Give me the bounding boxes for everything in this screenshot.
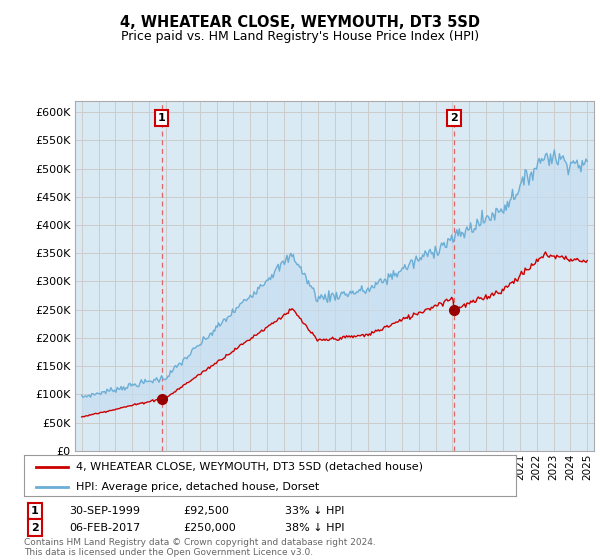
- Text: 4, WHEATEAR CLOSE, WEYMOUTH, DT3 5SD (detached house): 4, WHEATEAR CLOSE, WEYMOUTH, DT3 5SD (de…: [76, 461, 422, 472]
- Text: 1: 1: [158, 113, 166, 123]
- Text: 06-FEB-2017: 06-FEB-2017: [69, 522, 140, 533]
- Text: HPI: Average price, detached house, Dorset: HPI: Average price, detached house, Dors…: [76, 482, 319, 492]
- Text: Contains HM Land Registry data © Crown copyright and database right 2024.
This d: Contains HM Land Registry data © Crown c…: [24, 538, 376, 557]
- Text: 33% ↓ HPI: 33% ↓ HPI: [285, 506, 344, 516]
- Text: Price paid vs. HM Land Registry's House Price Index (HPI): Price paid vs. HM Land Registry's House …: [121, 30, 479, 43]
- Text: 30-SEP-1999: 30-SEP-1999: [69, 506, 140, 516]
- Text: 38% ↓ HPI: 38% ↓ HPI: [285, 522, 344, 533]
- Text: 2: 2: [450, 113, 458, 123]
- Text: 2: 2: [31, 522, 38, 533]
- Text: 1: 1: [31, 506, 38, 516]
- Text: £250,000: £250,000: [183, 522, 236, 533]
- Text: 4, WHEATEAR CLOSE, WEYMOUTH, DT3 5SD: 4, WHEATEAR CLOSE, WEYMOUTH, DT3 5SD: [120, 15, 480, 30]
- Text: £92,500: £92,500: [183, 506, 229, 516]
